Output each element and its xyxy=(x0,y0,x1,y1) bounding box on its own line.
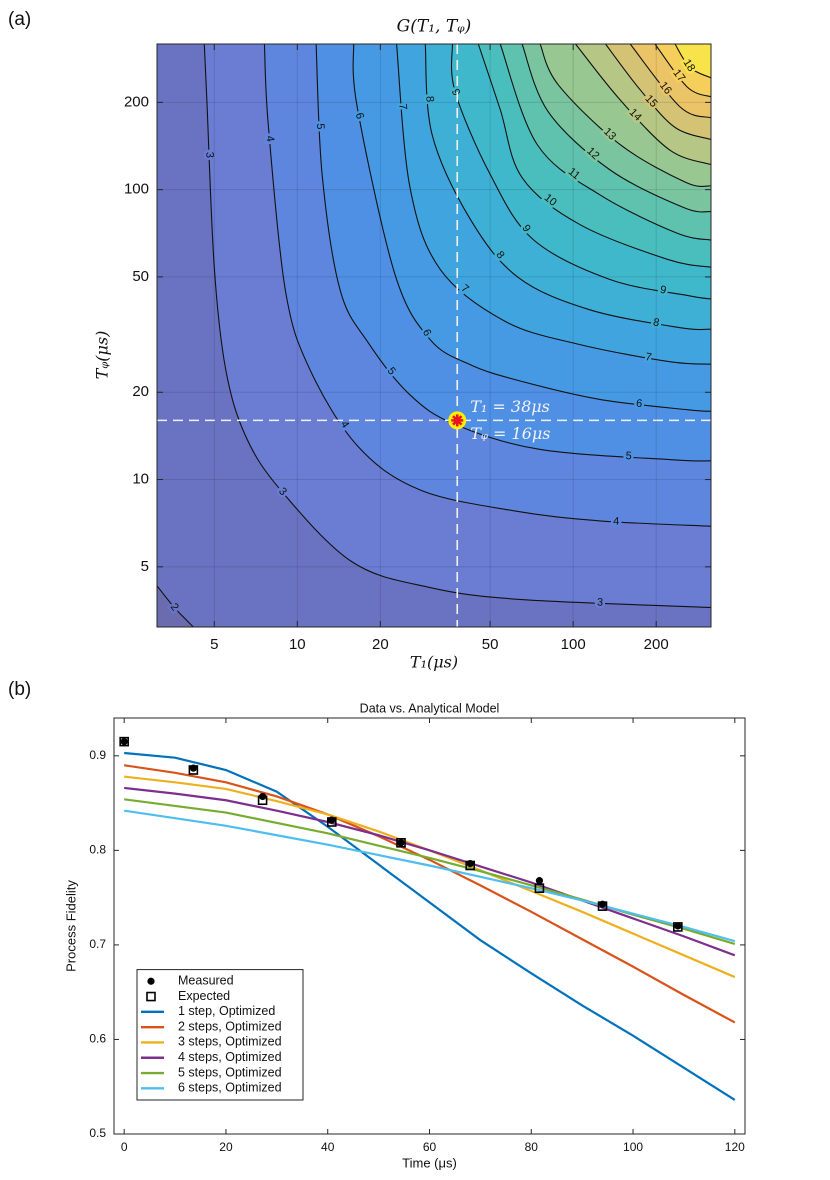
contour-label: 8 xyxy=(423,96,435,103)
y-axis-label: Tᵩ(μs) xyxy=(93,331,112,380)
y-axis-label: Process Fidelity xyxy=(63,880,78,972)
x-tick-label: 60 xyxy=(423,1140,437,1154)
contour-line xyxy=(477,44,711,268)
contour-label: 7 xyxy=(396,103,409,110)
data-point xyxy=(257,795,268,806)
data-point xyxy=(534,883,545,893)
annotation: T₁ = 38μs xyxy=(470,397,550,416)
data-point xyxy=(188,765,199,775)
contour-label: 4 xyxy=(613,515,620,527)
data-point xyxy=(396,837,406,848)
contour-line xyxy=(674,44,711,79)
data-point xyxy=(597,901,608,911)
contour-label: 5 xyxy=(625,450,632,462)
x-tick-label: 50 xyxy=(482,636,499,653)
y-tick-label: 10 xyxy=(132,471,149,488)
legend-label: Expected xyxy=(178,989,230,1003)
chart-title: G(T₁, Tᵩ) xyxy=(397,17,472,37)
y-tick-label: 0.7 xyxy=(89,937,106,951)
annotation: Tᵩ = 16μs xyxy=(470,424,550,443)
x-tick-label: 120 xyxy=(725,1140,745,1154)
panel-label: (a) xyxy=(8,9,31,30)
legend-label: 1 step, Optimized xyxy=(178,1004,275,1018)
series-line xyxy=(124,751,736,1101)
y-tick-label: 0.9 xyxy=(89,748,106,762)
y-tick-label: 5 xyxy=(141,558,149,575)
series-line xyxy=(124,764,736,1024)
contour-line xyxy=(263,44,711,527)
x-tick-label: 20 xyxy=(372,636,389,653)
data-point xyxy=(326,817,337,827)
legend-marker xyxy=(146,991,156,1002)
chart-title: Data vs. Analytical Model xyxy=(360,701,500,715)
data-point xyxy=(119,736,129,747)
x-tick-label: 80 xyxy=(525,1140,539,1154)
series-line xyxy=(124,809,736,943)
contour-plot: 2333444555666777888999101112131415161718 xyxy=(157,44,711,627)
y-tick-label: 0.5 xyxy=(89,1126,106,1140)
legend-label: 3 steps, Optimized xyxy=(178,1035,282,1049)
contour-line xyxy=(203,44,711,609)
contour-label: 5 xyxy=(314,123,326,130)
y-tick-label: 0.6 xyxy=(89,1032,106,1046)
contour-line xyxy=(521,44,711,213)
x-tick-label: 100 xyxy=(623,1140,643,1154)
contour-band xyxy=(675,44,711,78)
panel-label: (b) xyxy=(8,679,31,700)
data-point xyxy=(120,738,128,746)
series-line xyxy=(124,786,736,957)
y-tick-label: 100 xyxy=(124,181,149,198)
data-point xyxy=(674,922,682,930)
data-point xyxy=(397,839,405,847)
contour-line xyxy=(654,44,711,98)
contour-line xyxy=(629,44,711,119)
x-tick-label: 10 xyxy=(289,636,306,653)
legend-label: Measured xyxy=(178,974,234,988)
x-tick-label: 0 xyxy=(121,1140,128,1154)
y-tick-label: 0.8 xyxy=(89,843,106,857)
data-point xyxy=(535,877,544,885)
legend-label: 4 steps, Optimized xyxy=(178,1050,282,1064)
legend-label: 2 steps, Optimized xyxy=(178,1019,282,1033)
legend-box xyxy=(136,969,304,1101)
x-tick-label: 5 xyxy=(210,636,218,653)
contour-label: 3 xyxy=(597,597,604,609)
x-axis-label: Time (μs) xyxy=(402,1155,457,1170)
legend-marker xyxy=(147,977,155,985)
legend-label: 5 steps, Optimized xyxy=(178,1065,282,1079)
contour-line xyxy=(499,44,711,241)
y-tick-label: 200 xyxy=(124,93,149,110)
contour-line xyxy=(157,585,194,627)
legend-label: 6 steps, Optimized xyxy=(178,1081,282,1095)
contour-label: 3 xyxy=(203,152,215,159)
data-point xyxy=(673,922,683,932)
x-tick-label: 200 xyxy=(644,636,669,653)
data-point xyxy=(465,860,476,871)
contour-line xyxy=(424,44,711,331)
contour-line xyxy=(605,44,711,140)
y-tick-label: 50 xyxy=(132,268,149,285)
plot-area xyxy=(119,736,736,1101)
contour-label: 4 xyxy=(264,135,277,142)
x-tick-label: 20 xyxy=(219,1140,233,1154)
contour-line xyxy=(450,44,711,300)
contour-line xyxy=(315,44,711,462)
plot-frame xyxy=(156,43,712,628)
contour-line xyxy=(539,44,711,188)
contour-line xyxy=(396,44,711,365)
contour-line xyxy=(575,44,711,166)
highlight-star xyxy=(451,414,464,427)
y-tick-label: 20 xyxy=(132,383,149,400)
x-tick-label: 100 xyxy=(561,636,586,653)
x-tick-label: 40 xyxy=(321,1140,335,1154)
x-axis-label: T₁(μs) xyxy=(410,653,458,672)
contour-line xyxy=(352,44,711,412)
